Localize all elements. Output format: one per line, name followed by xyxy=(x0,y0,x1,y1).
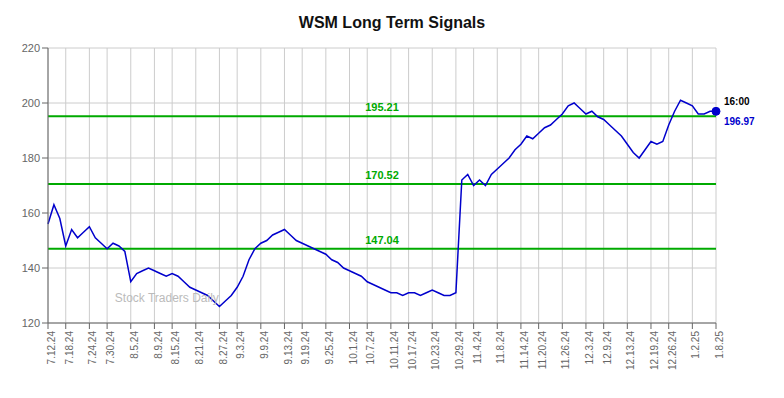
svg-text:10.23.24: 10.23.24 xyxy=(430,331,441,370)
svg-text:8.5.24: 8.5.24 xyxy=(129,331,140,359)
svg-text:147.04: 147.04 xyxy=(365,234,400,246)
svg-text:12.26.24: 12.26.24 xyxy=(667,331,678,370)
svg-text:1.2.25: 1.2.25 xyxy=(690,331,701,359)
svg-text:170.52: 170.52 xyxy=(365,169,399,181)
svg-text:10.17.24: 10.17.24 xyxy=(407,331,418,370)
svg-text:10.11.24: 10.11.24 xyxy=(389,331,400,370)
svg-text:11.8.24: 11.8.24 xyxy=(495,331,506,364)
svg-text:11.26.24: 11.26.24 xyxy=(560,331,571,370)
svg-text:10.1.24: 10.1.24 xyxy=(348,331,359,365)
svg-text:12.19.24: 12.19.24 xyxy=(649,331,660,370)
svg-text:12.3.24: 12.3.24 xyxy=(584,331,595,365)
svg-text:12.13.24: 12.13.24 xyxy=(625,331,636,370)
svg-text:11.14.24: 11.14.24 xyxy=(519,331,530,370)
html-text:WSM Long Term Signals: WSM Long Term Signals xyxy=(298,14,486,31)
svg-text:9.25.24: 9.25.24 xyxy=(324,331,335,365)
svg-text:9.13.24: 9.13.24 xyxy=(283,331,294,365)
svg-text:7.30.24: 7.30.24 xyxy=(105,331,116,365)
html-text:Stock Traders Daily: Stock Traders Daily xyxy=(114,290,219,305)
svg-text:16:00: 16:00 xyxy=(724,96,750,107)
svg-text:9.19.24: 9.19.24 xyxy=(300,331,311,365)
svg-text:12.9.24: 12.9.24 xyxy=(602,331,613,365)
svg-text:7.12.24: 7.12.24 xyxy=(46,331,57,365)
svg-text:140: 140 xyxy=(22,262,40,274)
svg-text:220: 220 xyxy=(22,42,40,54)
svg-text:9.9.24: 9.9.24 xyxy=(259,331,270,359)
svg-text:8.27.24: 8.27.24 xyxy=(218,331,229,365)
svg-text:195.21: 195.21 xyxy=(365,101,399,113)
svg-text:7.18.24: 7.18.24 xyxy=(64,331,75,365)
svg-text:11.4.24: 11.4.24 xyxy=(472,331,483,364)
svg-text:11.20.24: 11.20.24 xyxy=(537,331,548,370)
svg-text:8.21.24: 8.21.24 xyxy=(194,331,205,365)
svg-text:10.29.24: 10.29.24 xyxy=(454,331,465,370)
svg-text:1.8.25: 1.8.25 xyxy=(714,331,725,359)
svg-text:180: 180 xyxy=(22,152,40,164)
svg-text:120: 120 xyxy=(22,317,40,329)
svg-text:196.97: 196.97 xyxy=(724,116,755,127)
svg-text:8.9.24: 8.9.24 xyxy=(153,331,164,359)
svg-text:8.15.24: 8.15.24 xyxy=(170,331,181,365)
svg-text:160: 160 xyxy=(22,207,40,219)
svg-text:9.3.24: 9.3.24 xyxy=(235,331,246,359)
svg-text:7.24.24: 7.24.24 xyxy=(87,331,98,365)
svg-text:200: 200 xyxy=(22,97,40,109)
svg-text:10.7.24: 10.7.24 xyxy=(365,331,376,365)
